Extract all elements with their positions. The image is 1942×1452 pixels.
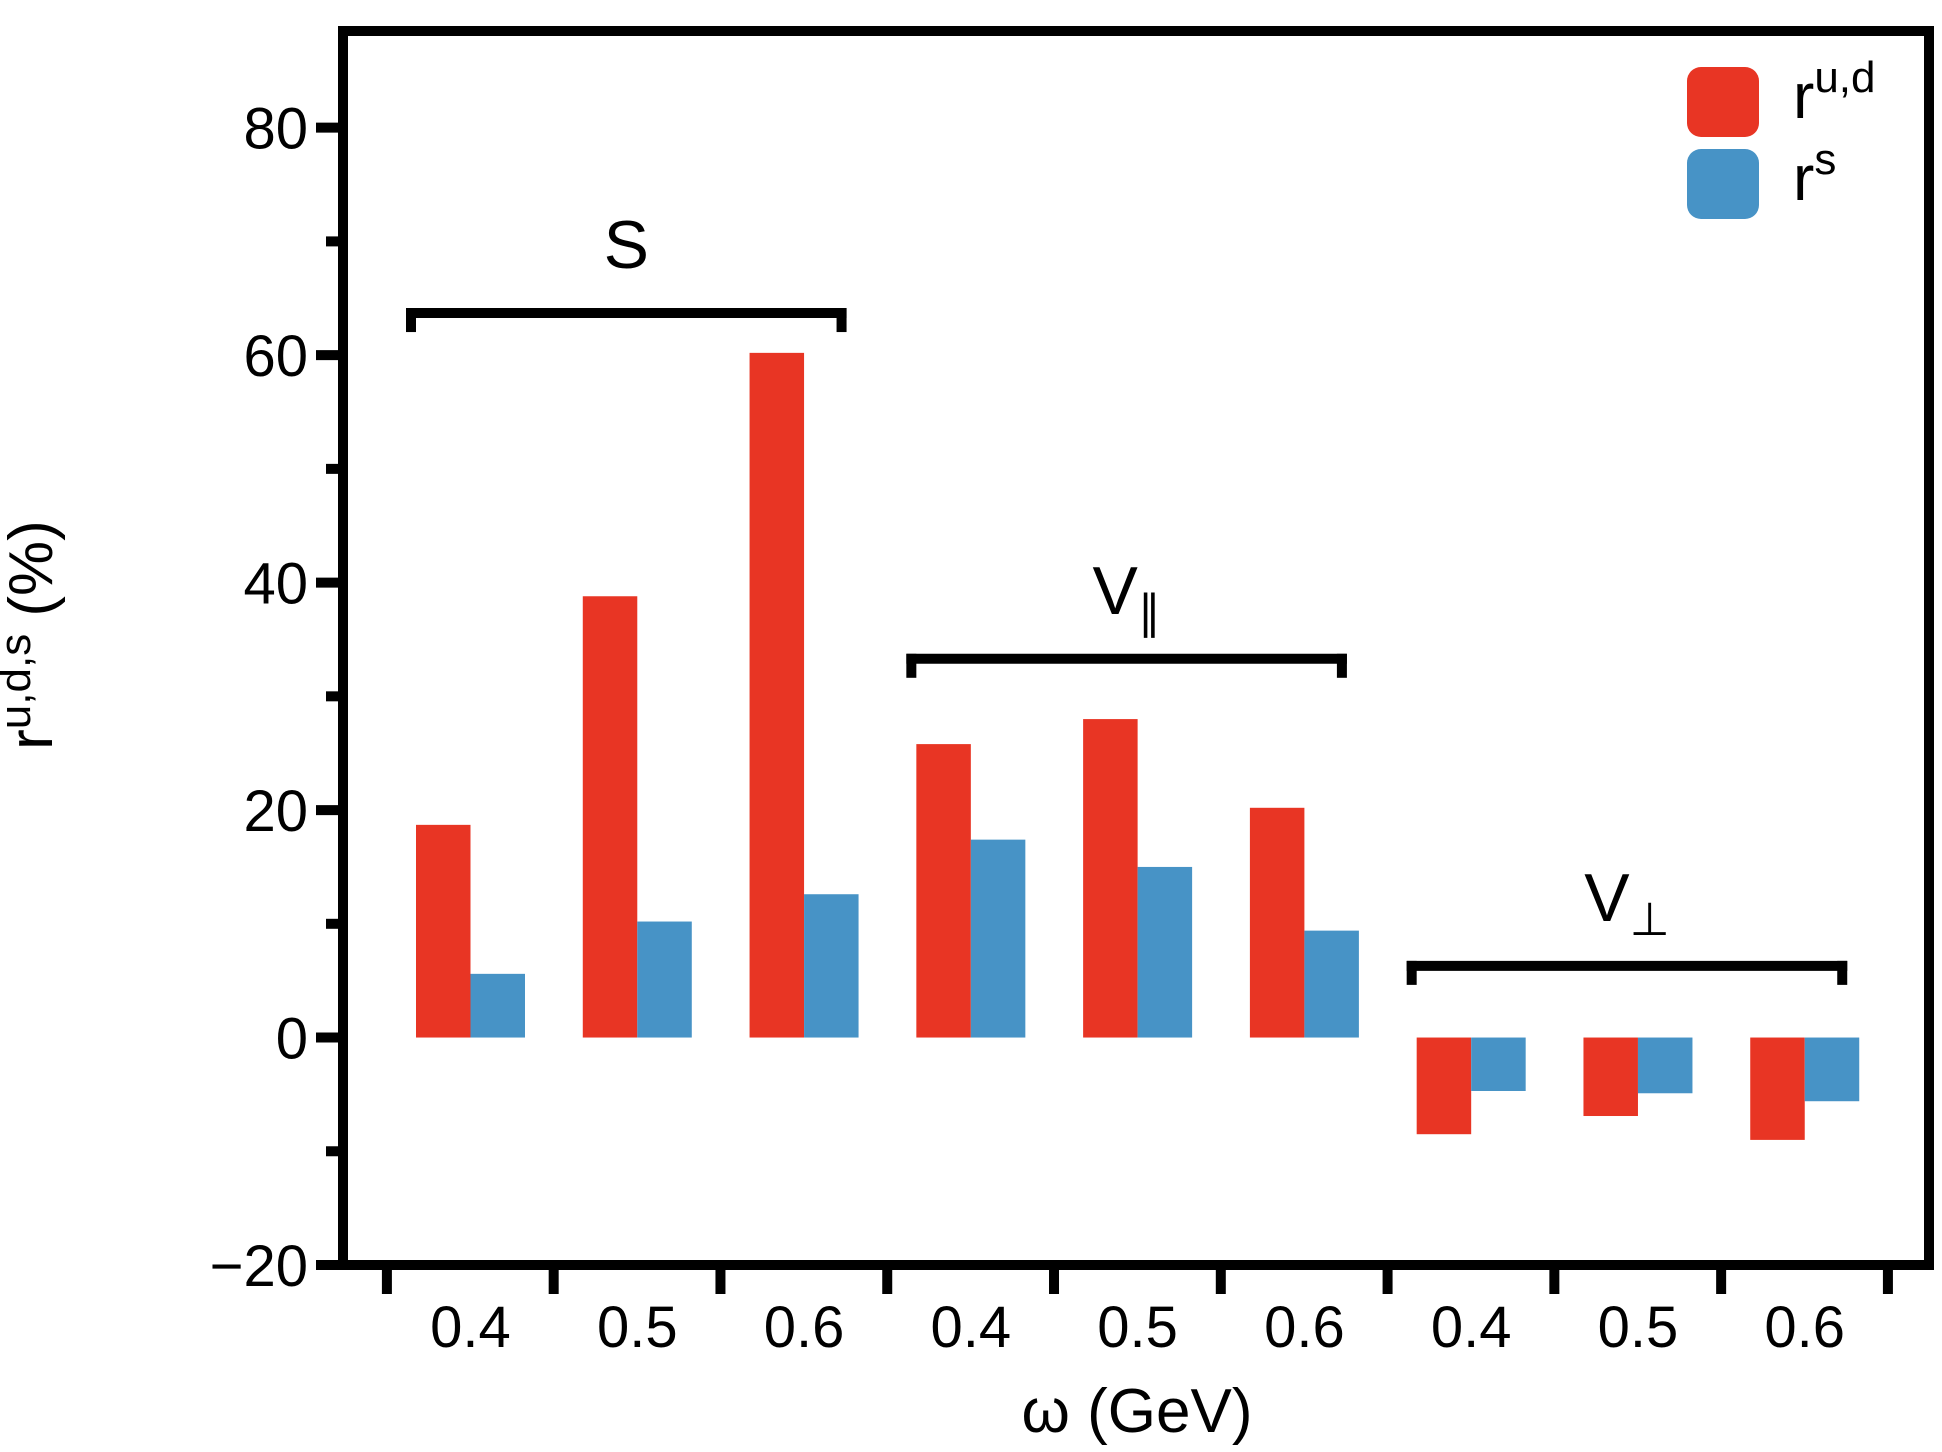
bar-r_ud-group0-0.6	[749, 352, 805, 1038]
x-tick-label-group1-0.6: 0.6	[1264, 1295, 1345, 1360]
y-tick-label-80: 80	[243, 97, 308, 162]
x-tick-label-group1-0.4: 0.4	[931, 1295, 1012, 1360]
bar-r_ud-group1-0.5	[1083, 719, 1138, 1038]
bar-r_s-group0-0.5	[637, 921, 692, 1038]
bar-r_s-group1-0.6	[1304, 930, 1359, 1038]
bar-r_s-group1-0.5	[1137, 866, 1193, 1038]
group-label-0: S	[604, 207, 649, 283]
legend-swatch-r_s	[1687, 149, 1759, 219]
bracket-endcap-left	[906, 653, 917, 678]
legend-swatch-r_ud	[1687, 67, 1759, 137]
bracket-endcap-left	[406, 308, 416, 333]
bracket-endcap-right	[1336, 653, 1347, 678]
y-tick-label-20: 20	[243, 779, 308, 844]
bar-r_ud-group2-0.5	[1583, 1037, 1638, 1117]
group-label-2: V⊥	[1584, 860, 1669, 945]
x-tick-label-group2-0.5: 0.5	[1598, 1295, 1679, 1360]
bar-r_s-group0-0.6	[804, 894, 859, 1038]
bar-r_s-group0-0.4	[470, 973, 525, 1038]
x-axis-label: ω (GeV)	[1022, 1377, 1253, 1446]
legend: ru,drs	[1687, 53, 1875, 219]
bar-r_s-group1-0.4	[970, 839, 1026, 1038]
x-tick-label-group1-0.5: 0.5	[1097, 1295, 1178, 1360]
group-bracket-1: V∥	[906, 553, 1347, 678]
y-tick-label--20: −20	[210, 1234, 308, 1299]
bar-r_s-group2-0.6	[1804, 1037, 1860, 1102]
x-tick-label-group2-0.6: 0.6	[1764, 1295, 1845, 1360]
group-bracket-0: S	[406, 207, 847, 333]
y-tick-label-40: 40	[243, 552, 308, 617]
y-tick-label-60: 60	[243, 324, 308, 389]
bar-r_s-group2-0.5	[1637, 1037, 1693, 1094]
bar-r_ud-group2-0.6	[1750, 1037, 1805, 1140]
x-tick-label-group2-0.4: 0.4	[1431, 1295, 1512, 1360]
x-tick-label-group0-0.5: 0.5	[597, 1295, 678, 1360]
group-label-1: V∥	[1092, 553, 1160, 638]
y-tick-label-0: 0	[276, 1007, 308, 1072]
x-tick-label-group0-0.4: 0.4	[430, 1295, 511, 1360]
legend-label-r_s: rs	[1793, 135, 1836, 214]
bar-r_s-group2-0.4	[1471, 1037, 1526, 1091]
x-tick-label-group0-0.6: 0.6	[764, 1295, 845, 1360]
bracket-endcap-left	[1406, 960, 1417, 985]
bar-r_ud-group2-0.4	[1416, 1037, 1472, 1135]
group-bracket-2: V⊥	[1406, 860, 1848, 985]
bracket-endcap-right	[836, 308, 847, 333]
bar-r_ud-group1-0.4	[916, 744, 971, 1038]
bar-r_ud-group1-0.6	[1249, 807, 1305, 1038]
y-axis-label: ru,d,s (%)	[0, 520, 66, 750]
bar-r_ud-group0-0.4	[416, 824, 471, 1038]
plot-spines	[338, 26, 1934, 1270]
legend-label-r_ud: ru,d	[1793, 53, 1875, 132]
bracket-endcap-right	[1837, 960, 1848, 985]
bar-r_ud-group0-0.5	[582, 596, 638, 1038]
